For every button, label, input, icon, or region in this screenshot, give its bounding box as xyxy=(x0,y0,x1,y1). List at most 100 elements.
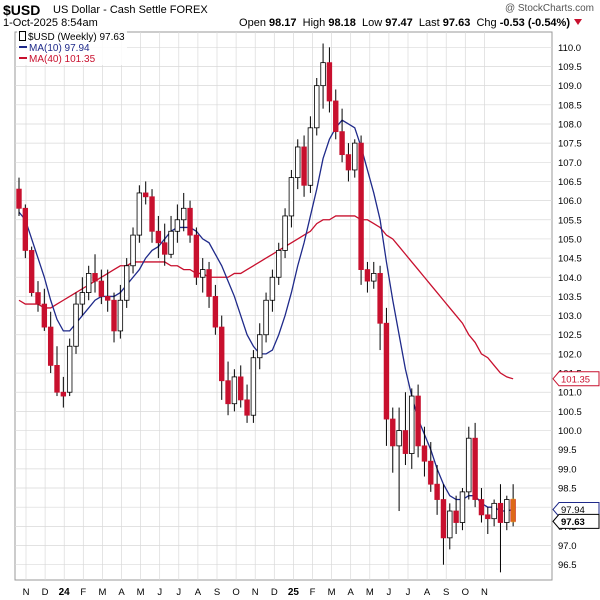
candle-body xyxy=(472,437,478,500)
legend-item-ma10: MA(10) 97.94 xyxy=(19,43,125,54)
candle-body xyxy=(282,215,288,251)
candle-body xyxy=(269,276,276,301)
price-tag-label: 97.63 xyxy=(561,517,585,528)
x-tick-label: O xyxy=(462,587,469,598)
candle-icon xyxy=(19,31,26,41)
candle-body xyxy=(16,188,22,209)
x-tick-label: N xyxy=(481,587,488,598)
symbol-description: US Dollar - Cash Settle FOREX xyxy=(53,4,208,16)
candle-body xyxy=(434,483,440,500)
candle-body xyxy=(497,502,504,523)
x-tick-label: A xyxy=(118,587,125,598)
candle-body xyxy=(104,296,111,301)
x-tick-label: J xyxy=(176,587,181,598)
candle-body xyxy=(428,460,434,485)
symbol-title: $USD xyxy=(3,2,41,18)
candle-body xyxy=(447,510,453,539)
candle-body xyxy=(421,445,428,462)
y-tick-label: 97.0 xyxy=(558,541,577,552)
y-tick-label: 99.0 xyxy=(558,464,577,475)
candle-body xyxy=(142,192,149,198)
candle-body xyxy=(136,192,143,236)
candle-body xyxy=(504,499,510,523)
candle-body xyxy=(54,364,60,393)
candle-body xyxy=(168,230,174,255)
candle-body xyxy=(314,85,320,129)
legend-label-ma40: MA(40) 101.35 xyxy=(29,54,96,65)
chg-value: -0.53 (-0.54%) xyxy=(499,17,570,29)
candle-body xyxy=(79,292,86,305)
open-value: 98.17 xyxy=(269,17,297,29)
candle-body xyxy=(377,273,383,324)
high-value: 98.18 xyxy=(328,17,356,29)
candle-body xyxy=(174,219,181,232)
candle-body xyxy=(383,322,390,420)
chart-legend: $USD (Weekly) 97.63 MA(10) 97.94 MA(40) … xyxy=(17,31,127,65)
last-candle-highlight xyxy=(510,498,516,523)
y-tick-label: 107.5 xyxy=(558,139,582,150)
candle-body xyxy=(85,273,92,293)
x-tick-label: J xyxy=(387,587,392,598)
candle-body xyxy=(352,142,358,171)
candle-body xyxy=(66,345,73,393)
x-tick-label: D xyxy=(42,587,49,598)
candle-body xyxy=(98,280,105,297)
candle-body xyxy=(288,177,295,217)
candle-body xyxy=(320,62,326,87)
last-label: Last xyxy=(418,17,440,29)
line-icon xyxy=(19,57,27,59)
x-tick-label: S xyxy=(443,587,449,598)
candle-body xyxy=(35,292,41,305)
x-tick-label: M xyxy=(137,587,145,598)
candle-body xyxy=(193,234,200,278)
candle-body xyxy=(440,499,447,539)
y-tick-label: 109.5 xyxy=(558,62,582,73)
candle-body xyxy=(409,395,415,454)
y-tick-label: 102.5 xyxy=(558,330,582,341)
candle-body xyxy=(231,376,238,405)
x-tick-label: D xyxy=(271,587,278,598)
y-tick-label: 103.0 xyxy=(558,311,582,322)
legend-label-ma10: MA(10) 97.94 xyxy=(29,43,90,54)
y-tick-label: 100.5 xyxy=(558,407,582,418)
candle-body xyxy=(22,207,29,251)
x-tick-label: M xyxy=(366,587,374,598)
candle-body xyxy=(187,207,193,236)
candle-body xyxy=(276,250,282,278)
chg-label: Chg xyxy=(476,17,497,29)
high-label: High xyxy=(302,17,326,29)
candle-body xyxy=(478,499,485,516)
price-tag-label: 97.94 xyxy=(561,505,585,516)
x-tick-label: 25 xyxy=(288,587,300,598)
candle-body xyxy=(301,146,307,186)
open-label: Open xyxy=(239,17,266,29)
y-tick-label: 108.0 xyxy=(558,119,582,130)
y-tick-label: 96.5 xyxy=(558,560,577,571)
candle-body xyxy=(485,514,491,520)
x-tick-label: N xyxy=(23,587,30,598)
candle-body xyxy=(333,100,339,133)
candle-body xyxy=(92,273,98,282)
y-tick-label: 103.5 xyxy=(558,292,582,303)
low-label: Low xyxy=(362,17,383,29)
candle-body xyxy=(466,437,472,493)
chart-header: $USD US Dollar - Cash Settle FOREX @ Sto… xyxy=(0,0,600,30)
candle-body xyxy=(238,376,244,401)
candle-body xyxy=(123,265,130,301)
candle-body xyxy=(339,131,345,156)
x-tick-label: M xyxy=(98,587,106,598)
candle-body xyxy=(396,430,402,447)
x-tick-label: N xyxy=(252,587,259,598)
candle-body xyxy=(117,299,124,332)
candle-body xyxy=(358,142,364,270)
y-tick-label: 102.0 xyxy=(558,349,582,360)
candle-body xyxy=(47,326,54,366)
candle-body xyxy=(181,207,187,221)
y-tick-label: 108.5 xyxy=(558,100,582,111)
x-tick-label: O xyxy=(232,587,239,598)
x-tick-label: A xyxy=(424,587,431,598)
candle-body xyxy=(257,334,263,359)
candle-body xyxy=(402,430,409,454)
candle-body xyxy=(415,395,421,447)
